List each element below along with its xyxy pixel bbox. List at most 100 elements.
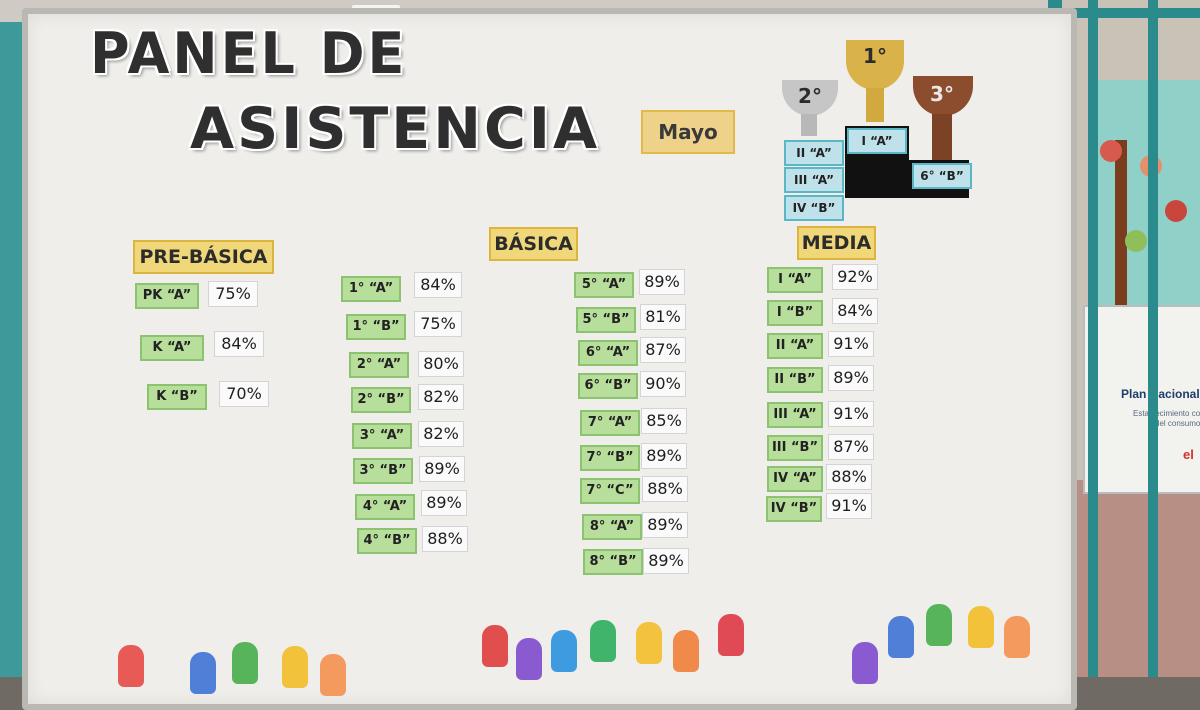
gate-bar (1088, 0, 1098, 677)
gold-trophy-icon (846, 40, 904, 90)
course-label: PK “A” (135, 283, 199, 309)
sign-line-2: del consumo d (1155, 419, 1200, 428)
hand-icon (516, 638, 542, 680)
hand-icon (673, 630, 699, 672)
board-title-line-2: ASISTENCIA (190, 96, 601, 162)
board-title-line-1: PANEL DE (90, 20, 408, 87)
attendance-percent: 89% (641, 443, 687, 469)
mural-leaf (1100, 140, 1122, 162)
hand-icon (232, 642, 258, 684)
course-label: K “B” (147, 384, 207, 410)
course-label: I “B” (767, 300, 823, 326)
hand-icon (590, 620, 616, 662)
pre-basica-heading: PRE-BÁSICA (133, 240, 274, 274)
course-label: 1° “B” (346, 314, 406, 340)
sign-line-1: Establecimiento com (1133, 409, 1200, 418)
course-label: 8° “A” (582, 514, 642, 540)
sign-logo: el (1183, 447, 1194, 462)
hand-icon (282, 646, 308, 688)
course-label: 3° “B” (353, 458, 413, 484)
hand-icon (888, 616, 914, 658)
hand-icon (968, 606, 994, 648)
first-place-number: 1° (863, 44, 887, 68)
silver-trophy-stem (801, 114, 817, 136)
podium-second-course: II “A” (784, 140, 844, 166)
attendance-percent: 91% (826, 493, 872, 519)
course-label: 5° “B” (576, 307, 636, 333)
attendance-percent: 89% (639, 269, 685, 295)
course-label: 4° “B” (357, 528, 417, 554)
course-label: 2° “B” (351, 387, 411, 413)
course-label: 6° “A” (578, 340, 638, 366)
attendance-percent: 84% (832, 298, 878, 324)
podium-second-course: III “A” (784, 167, 844, 193)
course-label: 2° “A” (349, 352, 409, 378)
attendance-percent: 92% (832, 264, 878, 290)
gate-bar (1148, 0, 1158, 677)
attendance-percent: 80% (418, 351, 464, 377)
course-label: K “A” (140, 335, 204, 361)
attendance-percent: 91% (828, 331, 874, 357)
attendance-percent: 84% (214, 331, 264, 357)
attendance-percent: 75% (208, 281, 258, 307)
attendance-percent: 88% (422, 526, 468, 552)
podium-second-course: IV “B” (784, 195, 844, 221)
course-label: II “B” (767, 367, 823, 393)
attendance-percent: 89% (421, 490, 467, 516)
attendance-percent: 84% (414, 272, 462, 298)
attendance-percent: 89% (828, 365, 874, 391)
course-label: IV “B” (766, 496, 822, 522)
mural-leaf (1125, 230, 1147, 252)
course-label: 7° “C” (580, 478, 640, 504)
attendance-percent: 90% (640, 371, 686, 397)
hand-icon (190, 652, 216, 694)
course-label: 8° “B” (583, 549, 643, 575)
podium-third-course: 6° “B” (912, 163, 972, 189)
attendance-percent: 82% (418, 421, 464, 447)
attendance-percent: 82% (418, 384, 464, 410)
gold-trophy-stem (866, 88, 884, 122)
month-label: Mayo (641, 110, 735, 154)
floor (1060, 480, 1200, 677)
course-label: 4° “A” (355, 494, 415, 520)
course-label: 6° “B” (578, 373, 638, 399)
course-label: IV “A” (767, 466, 823, 492)
course-label: 7° “B” (580, 445, 640, 471)
attendance-percent: 89% (643, 548, 689, 574)
hand-icon (320, 654, 346, 696)
sign-title: Plan Nacional (1121, 387, 1200, 401)
hand-icon (926, 604, 952, 646)
course-label: 7° “A” (580, 410, 640, 436)
mural-trunk (1115, 140, 1127, 310)
course-label: III “A” (767, 402, 823, 428)
basica-heading: BÁSICA (489, 227, 578, 261)
attendance-percent: 85% (641, 408, 687, 434)
attendance-percent: 70% (219, 381, 269, 407)
hand-icon (482, 625, 508, 667)
gate-top-bar (1048, 8, 1200, 18)
second-place-number: 2° (798, 84, 822, 108)
course-label: 5° “A” (574, 272, 634, 298)
hand-icon (1004, 616, 1030, 658)
media-heading: MEDIA (797, 226, 876, 260)
course-label: 1° “A” (341, 276, 401, 302)
course-label: I “A” (767, 267, 823, 293)
plan-nacional-sign: Plan Nacional Establecimiento com del co… (1083, 305, 1200, 494)
board-left-frame (0, 22, 22, 677)
attendance-percent: 91% (828, 401, 874, 427)
hand-icon (718, 614, 744, 656)
attendance-percent: 87% (828, 434, 874, 460)
attendance-percent: 75% (414, 311, 462, 337)
hand-icon (118, 645, 144, 687)
attendance-percent: 88% (826, 464, 872, 490)
attendance-percent: 87% (640, 337, 686, 363)
attendance-percent: 88% (642, 476, 688, 502)
podium-first-course: I “A” (847, 128, 907, 154)
hand-icon (636, 622, 662, 664)
course-label: II “A” (767, 333, 823, 359)
bronze-trophy-stem (932, 114, 952, 160)
course-label: III “B” (767, 435, 823, 461)
course-label: 3° “A” (352, 423, 412, 449)
hand-icon (551, 630, 577, 672)
attendance-percent: 89% (642, 512, 688, 538)
